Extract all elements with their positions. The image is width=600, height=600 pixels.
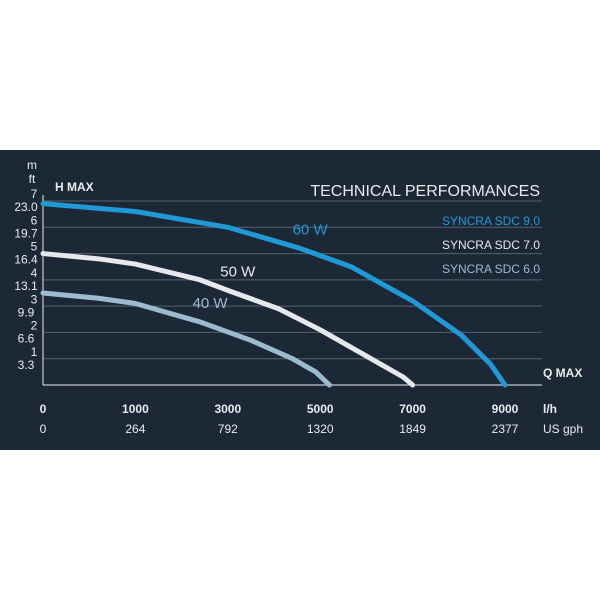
curve xyxy=(40,290,332,388)
x-unit: l/h xyxy=(543,402,557,416)
y2-tick-label: 9.9 xyxy=(18,305,35,319)
x2-tick-label: 264 xyxy=(125,422,145,436)
x-tick-label: 3000 xyxy=(214,402,241,416)
x-unit2: US gph xyxy=(543,422,583,436)
y2-tick-label: 13.1 xyxy=(14,279,38,293)
x-tick-label: 1000 xyxy=(122,402,149,416)
x-tick-label: 0 xyxy=(40,402,47,416)
legend-entry: SYNCRA SDC 7.0 xyxy=(442,238,540,252)
x-axis-label: Q MAX xyxy=(543,366,582,380)
y-tick-label: 1 xyxy=(31,345,38,359)
y-unit: m xyxy=(27,158,37,172)
x-tick-label: 7000 xyxy=(399,402,426,416)
power-label: 60 W xyxy=(293,221,329,238)
legend-entry: SYNCRA SDC 9.0 xyxy=(442,214,540,228)
y2-tick-label: 23.0 xyxy=(14,200,38,214)
x2-tick-label: 792 xyxy=(218,422,238,436)
y-tick-label: 6 xyxy=(31,213,38,227)
y-unit2: ft xyxy=(29,172,36,186)
curve xyxy=(40,251,416,388)
y-tick-label: 3 xyxy=(31,292,38,306)
legend-entry: SYNCRA SDC 6.0 xyxy=(442,262,540,276)
y2-tick-label: 3.3 xyxy=(18,358,35,372)
y-tick-label: 5 xyxy=(31,240,38,254)
y-tick-label: 4 xyxy=(31,266,38,280)
y2-tick-label: 6.6 xyxy=(18,332,35,346)
x2-tick-label: 2377 xyxy=(492,422,519,436)
x2-tick-label: 1320 xyxy=(307,422,334,436)
y-axis-label: H MAX xyxy=(55,180,94,194)
curve xyxy=(40,201,508,388)
power-label: 40 W xyxy=(193,295,229,312)
chart-title: TECHNICAL PERFORMANCES xyxy=(310,183,540,200)
power-label: 50 W xyxy=(220,263,256,280)
y-tick-label: 7 xyxy=(31,187,38,201)
y-tick-label: 2 xyxy=(31,319,38,333)
x2-tick-label: 1849 xyxy=(399,422,426,436)
x-tick-label: 5000 xyxy=(307,402,334,416)
y2-tick-label: 19.7 xyxy=(14,226,38,240)
y2-tick-label: 16.4 xyxy=(14,253,38,267)
x2-tick-label: 0 xyxy=(40,422,47,436)
x-tick-label: 9000 xyxy=(492,402,519,416)
